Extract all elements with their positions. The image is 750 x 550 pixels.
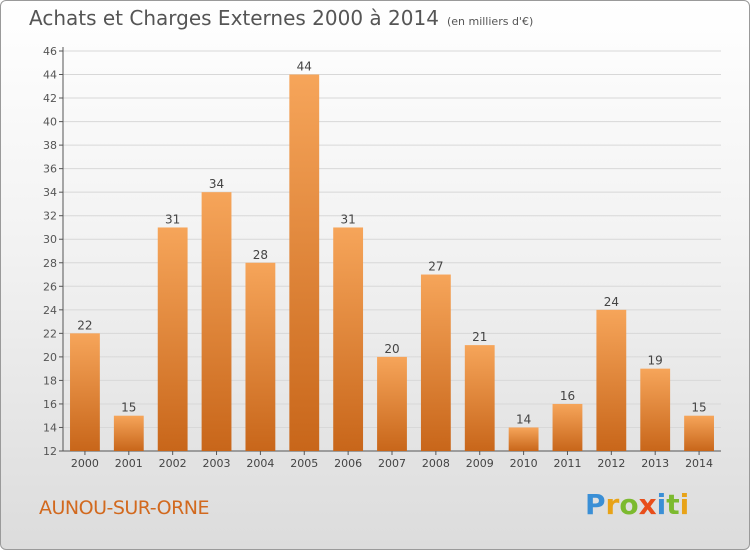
x-tick-label: 2001 — [115, 457, 143, 470]
bar-value-label: 21 — [472, 330, 487, 344]
bar-value-label: 15 — [121, 401, 136, 415]
bar — [289, 74, 320, 451]
y-tick-label: 32 — [43, 210, 57, 223]
x-tick-label: 2013 — [641, 457, 669, 470]
bar-value-label: 16 — [560, 389, 575, 403]
bar — [684, 415, 714, 451]
y-tick-label: 28 — [43, 257, 57, 270]
bar-value-label: 34 — [209, 177, 224, 191]
bar-value-label: 22 — [77, 318, 92, 332]
bar-value-label: 19 — [648, 354, 663, 368]
y-tick-label: 42 — [43, 92, 57, 105]
bar — [245, 262, 276, 451]
bar — [464, 345, 495, 451]
bar-value-label: 31 — [165, 212, 180, 226]
x-tick-label: 2011 — [553, 457, 581, 470]
bar — [70, 333, 100, 451]
logo-letter: o — [619, 488, 639, 521]
y-tick-label: 44 — [43, 69, 57, 82]
x-tick-label: 2012 — [597, 457, 625, 470]
y-tick-label: 40 — [43, 116, 57, 129]
bar-value-label: 24 — [604, 295, 619, 309]
bar-value-label: 31 — [340, 212, 355, 226]
y-tick-label: 20 — [43, 351, 57, 364]
bar-value-label: 27 — [428, 260, 443, 274]
bar — [640, 368, 671, 451]
bar — [333, 227, 364, 451]
logo-letter: t — [666, 488, 680, 521]
bar — [508, 427, 539, 451]
x-tick-label: 2003 — [203, 457, 231, 470]
logo-letter: P — [585, 488, 606, 521]
commune-name: AUNOU-SUR-ORNE — [39, 497, 210, 519]
x-tick-label: 2008 — [422, 457, 450, 470]
y-tick-label: 16 — [43, 398, 57, 411]
x-tick-label: 2006 — [334, 457, 362, 470]
x-tick-label: 2000 — [71, 457, 99, 470]
chart-subtitle: (en milliers d'€) — [446, 15, 534, 28]
bar-value-label: 15 — [691, 401, 706, 415]
logo-letter: i — [656, 488, 667, 521]
bar-value-label: 14 — [516, 412, 531, 426]
logo-letter: x — [638, 488, 657, 521]
chart-title-text: Achats et Charges Externes 2000 à 2014 — [29, 6, 439, 30]
bar-value-label: 28 — [253, 248, 268, 262]
y-tick-label: 24 — [43, 304, 57, 317]
logo-letter: r — [605, 488, 620, 521]
x-tick-label: 2005 — [290, 457, 318, 470]
chart-title: Achats et Charges Externes 2000 à 2014 (e… — [29, 6, 533, 30]
bar — [113, 415, 144, 451]
y-tick-label: 38 — [43, 139, 57, 152]
x-tick-label: 2009 — [466, 457, 494, 470]
proxiti-logo[interactable]: Proxiti — [585, 488, 689, 521]
y-tick-label: 18 — [43, 374, 57, 387]
y-tick-label: 14 — [43, 421, 57, 434]
x-tick-label: 2002 — [159, 457, 187, 470]
y-tick-label: 36 — [43, 163, 57, 176]
bar — [157, 227, 188, 451]
y-tick-label: 26 — [43, 280, 57, 293]
y-tick-label: 30 — [43, 233, 57, 246]
x-tick-label: 2014 — [685, 457, 713, 470]
bar — [596, 309, 627, 451]
x-tick-label: 2004 — [246, 457, 274, 470]
y-tick-label: 34 — [43, 186, 57, 199]
bar — [377, 356, 407, 451]
bar-value-label: 20 — [384, 342, 399, 356]
y-tick-label: 22 — [43, 327, 57, 340]
y-tick-label: 12 — [43, 445, 57, 458]
logo-letter: i — [679, 488, 690, 521]
y-tick-label: 46 — [43, 45, 57, 58]
bar — [552, 403, 583, 451]
bar — [420, 274, 451, 451]
x-tick-label: 2007 — [378, 457, 406, 470]
bar — [201, 192, 232, 452]
bar-value-label: 44 — [297, 60, 312, 74]
x-tick-label: 2010 — [510, 457, 538, 470]
